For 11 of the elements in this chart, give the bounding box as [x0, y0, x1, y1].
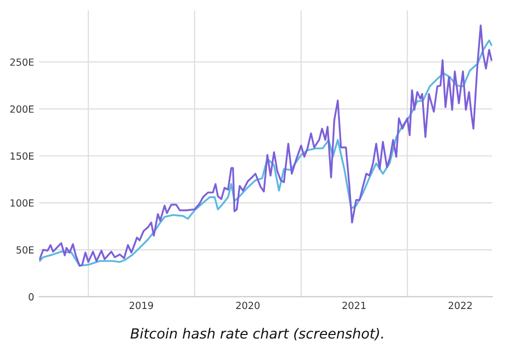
y-tick-label: 100E — [10, 199, 34, 207]
y-tick-label: 50E — [16, 246, 34, 254]
x-tick-label: 2020 — [236, 302, 260, 310]
y-tick-label: 0 — [28, 293, 34, 301]
x-tick-label: 2021 — [342, 302, 366, 310]
x-tick-label: 2022 — [448, 302, 472, 310]
text: Bitcoin hash rate chart (screenshot). — [130, 328, 383, 340]
y-tick-label: 150E — [10, 152, 34, 160]
y-tick-label: 200E — [10, 105, 34, 113]
y-tick-label: 250E — [10, 58, 34, 66]
x-tick-label: 2019 — [130, 302, 153, 310]
